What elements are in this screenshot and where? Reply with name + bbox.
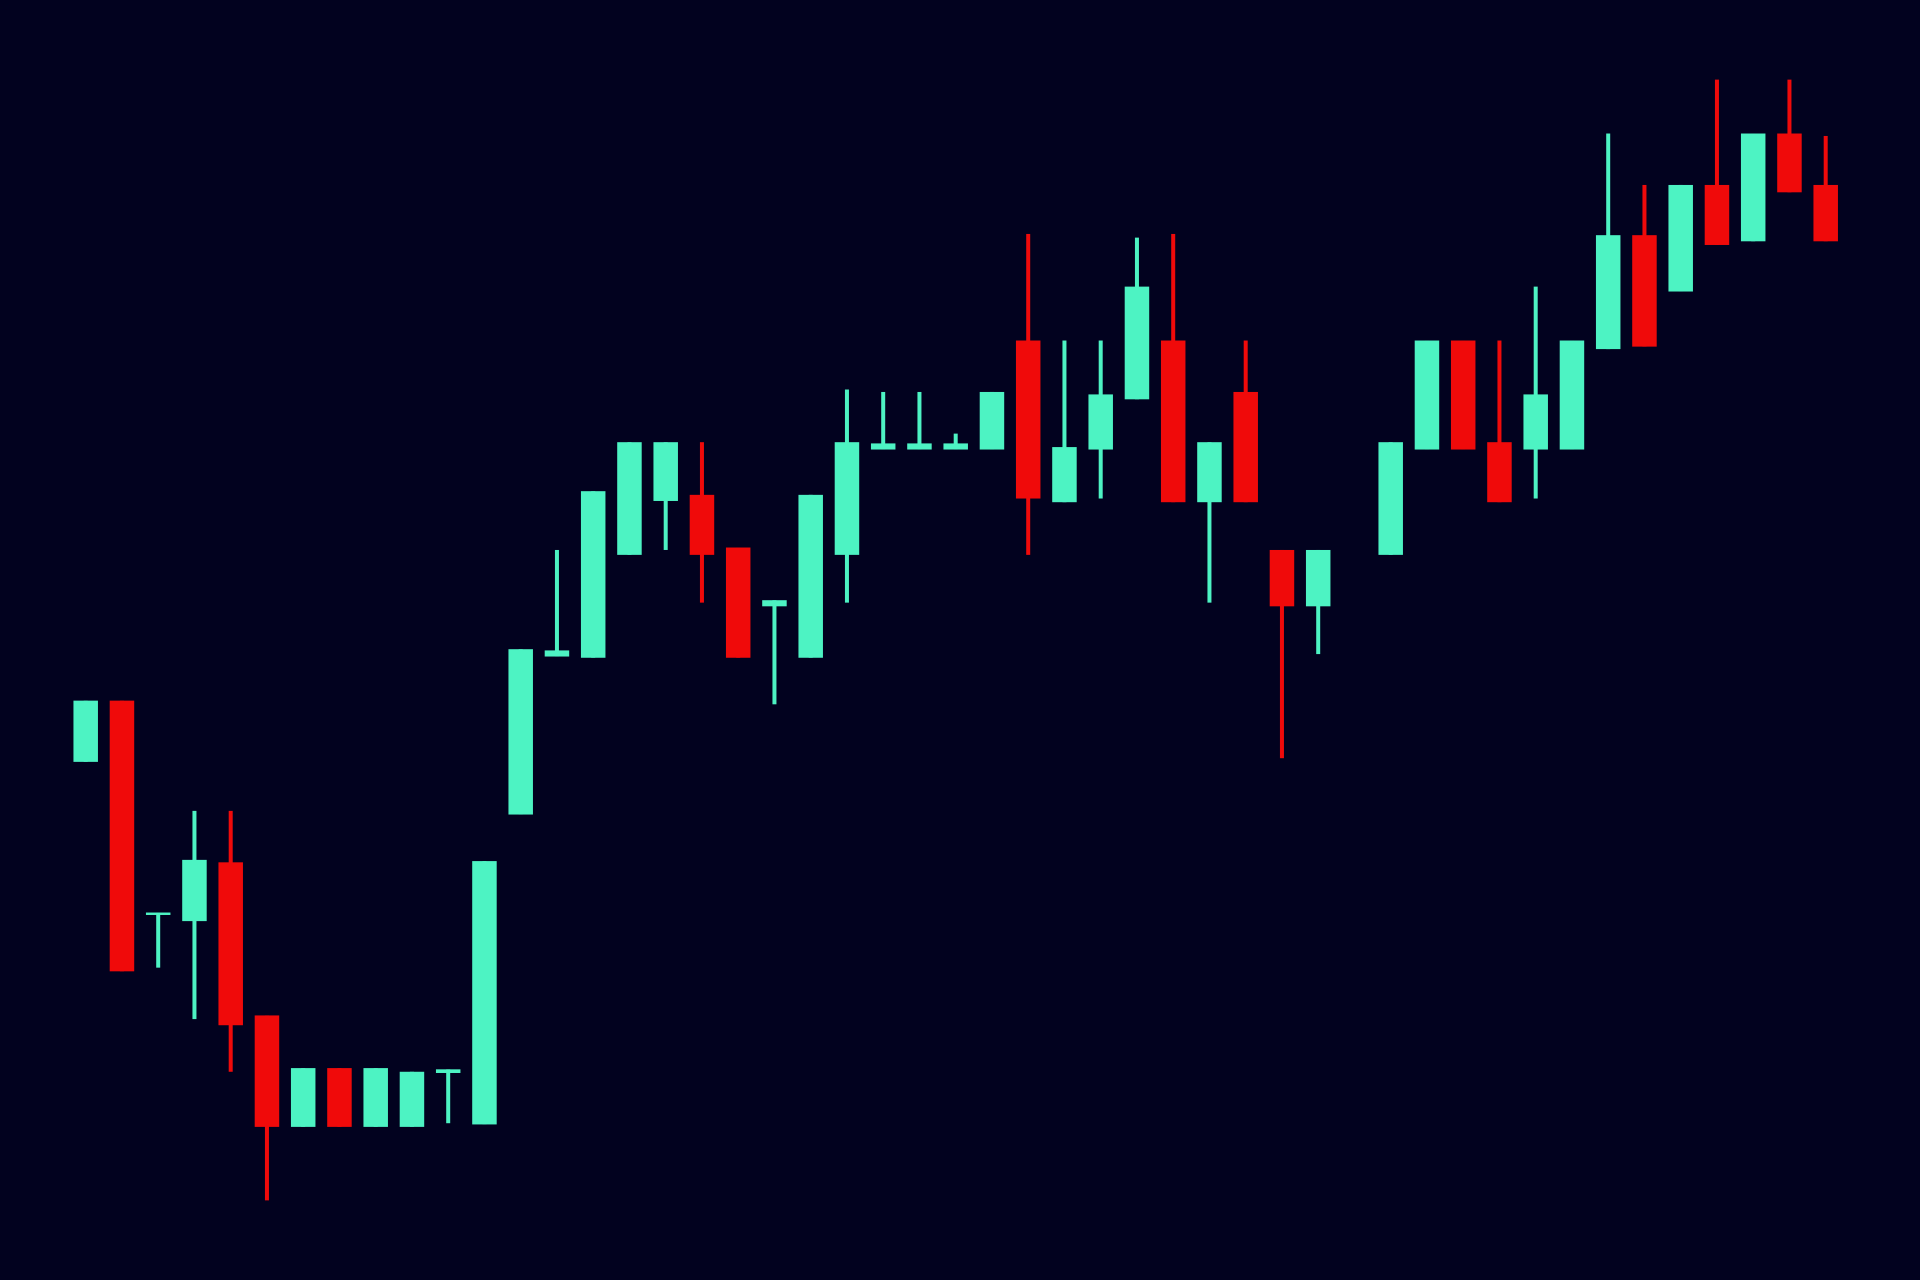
candle-body: [1668, 184, 1693, 292]
wick: [917, 391, 922, 450]
wick: [772, 600, 777, 705]
candle-body: [1559, 340, 1585, 450]
candle-body: [1414, 340, 1440, 450]
candle-body: [1233, 391, 1258, 503]
candle-body: [1378, 442, 1403, 555]
candle-body: [544, 650, 570, 657]
candle-body: [1052, 447, 1077, 503]
candle-body: [798, 494, 823, 658]
candle-body: [1595, 235, 1621, 350]
candle-body: [435, 1069, 461, 1073]
candle-body: [1269, 549, 1295, 607]
candle-body: [472, 861, 497, 1125]
candle-body: [1088, 394, 1113, 450]
candle-body: [907, 443, 932, 450]
wick: [1497, 340, 1502, 503]
candle-body: [399, 1071, 425, 1127]
wick: [1062, 340, 1067, 503]
wick: [953, 433, 958, 450]
candle-body: [182, 859, 207, 922]
wick: [156, 912, 161, 968]
candle-body: [725, 547, 751, 658]
candle-body: [1632, 235, 1657, 347]
candle-body: [762, 600, 787, 607]
wick: [554, 549, 559, 657]
candle-body: [979, 391, 1005, 450]
candle-body: [363, 1068, 388, 1127]
candle-body: [327, 1068, 352, 1127]
candle-body: [218, 862, 243, 1026]
candle-body: [1704, 184, 1730, 245]
candle-body: [1487, 442, 1512, 503]
candle-body: [109, 700, 135, 972]
candle-body: [689, 494, 715, 555]
wick: [1279, 549, 1284, 759]
candle-body: [1015, 340, 1041, 499]
candle-body: [73, 700, 98, 762]
candle-body: [1124, 286, 1150, 400]
candle-body: [1450, 340, 1476, 450]
candle-body: [1523, 394, 1548, 450]
candle-body: [145, 912, 171, 915]
candle-body: [653, 442, 678, 501]
candle-body: [870, 443, 896, 450]
candle-body: [1197, 442, 1222, 503]
candle-body: [1305, 549, 1331, 607]
wick: [446, 1069, 451, 1124]
candle-body: [508, 649, 533, 815]
candle-body: [1777, 133, 1802, 193]
wick: [1207, 442, 1212, 603]
candle-body: [943, 443, 968, 450]
candle-body: [834, 442, 860, 555]
candle-body: [1160, 340, 1186, 503]
wick: [1714, 79, 1719, 245]
candle-body: [254, 1015, 280, 1127]
candle-body: [1740, 133, 1766, 242]
candle-body: [617, 442, 642, 555]
candle-body: [580, 491, 606, 658]
wick: [1533, 286, 1538, 499]
candle-body: [290, 1068, 316, 1127]
wick: [881, 391, 886, 450]
candle-body: [1813, 184, 1838, 242]
